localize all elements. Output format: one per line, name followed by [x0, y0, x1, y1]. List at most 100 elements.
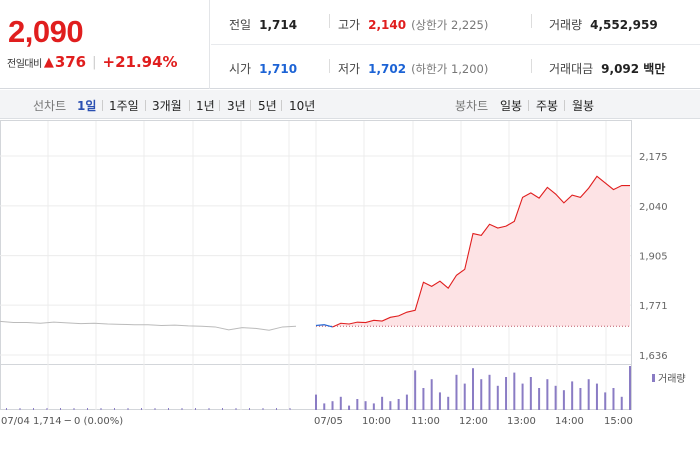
volume-bar-prev — [235, 408, 237, 410]
candle-chart-label: 봉차트 — [455, 99, 489, 113]
volume-bar — [472, 368, 474, 410]
volume-bar — [397, 399, 400, 410]
amount-cell: 거래대금 9,092 백만 — [549, 60, 665, 77]
volume-bar — [620, 396, 623, 410]
open-value: 1,710 — [259, 62, 298, 76]
volume-bar — [405, 394, 408, 410]
volume-bar — [538, 388, 541, 410]
volume-bar-prev — [195, 408, 196, 410]
candle-tab-weekly[interactable]: 주봉 — [536, 99, 559, 113]
chart-toolbar: 선차트 1일 1주일 3개월 1년 3년 5년 10년 봉차트 일봉 주봉 월봉 — [0, 90, 700, 119]
volume-bar — [546, 379, 549, 410]
volume-bar-prev — [100, 408, 102, 410]
change-label: 전일대비 — [7, 58, 42, 70]
volume-bar — [438, 392, 441, 410]
open-cell: 시가 1,710 — [229, 60, 297, 77]
toolbar-divider — [189, 100, 190, 111]
x-tick-label: 15:00 — [604, 416, 633, 427]
volume-bar — [463, 383, 466, 410]
volume-bar — [529, 377, 532, 410]
volume-bar — [315, 394, 317, 410]
volume-value: 4,552,959 — [590, 18, 658, 32]
line-chart-label: 선차트 — [33, 99, 67, 113]
toolbar-divider — [564, 100, 565, 111]
volume-bar — [339, 396, 342, 410]
volume-bar — [430, 379, 433, 410]
lower-limit-text: (하한가 1,200) — [411, 62, 489, 76]
period-tab-10y[interactable]: 10년 — [289, 99, 316, 113]
volume-bar-prev — [127, 408, 129, 410]
volume-bar-prev — [249, 408, 250, 410]
volume-bar-prev — [276, 408, 277, 410]
change-value: 376 — [54, 53, 87, 71]
volume-label: 거래량 — [549, 18, 583, 32]
volume-bar — [496, 385, 499, 410]
volume-bar-prev — [222, 408, 223, 410]
volume-bar-prev — [87, 408, 88, 410]
prev-day-caption: 07/04 1,714 ─ 0 (0.00%) — [1, 416, 123, 427]
period-tab-1d[interactable]: 1일 — [77, 99, 97, 113]
toolbar-divider — [281, 100, 282, 111]
volume-bar-prev — [208, 408, 210, 410]
period-tab-3m[interactable]: 3개월 — [152, 99, 182, 113]
prev-close-label: 전일 — [229, 18, 252, 32]
volume-bar-prev — [262, 408, 264, 410]
volume-bar — [571, 381, 574, 410]
x-tick-label: 13:00 — [507, 416, 536, 427]
volume-bar — [505, 377, 508, 410]
period-tab-3y[interactable]: 3년 — [227, 99, 246, 113]
toolbar-divider — [219, 100, 220, 111]
volume-bar — [488, 374, 491, 410]
x-tick-label: 07/05 — [314, 416, 343, 427]
y-tick-label: 1,905 — [639, 252, 668, 263]
volume-bar — [587, 379, 590, 410]
volume-bar — [513, 372, 516, 410]
volume-bar — [579, 388, 582, 410]
toolbar-divider — [145, 100, 146, 111]
series-line-prev-day — [0, 320, 297, 331]
y-tick-label: 2,175 — [639, 152, 668, 163]
volume-bar-prev — [141, 408, 142, 410]
toolbar-divider — [250, 100, 251, 111]
volume-bar — [612, 388, 615, 410]
candle-tab-monthly[interactable]: 월봉 — [572, 99, 595, 113]
volume-bar — [455, 374, 458, 410]
volume-bar-prev — [168, 408, 169, 410]
period-tab-1y[interactable]: 1년 — [196, 99, 215, 113]
upper-limit-text: (상한가 2,225) — [411, 18, 489, 32]
volume-bar-prev — [114, 408, 115, 410]
summary-divider — [531, 59, 532, 73]
candle-tab-daily[interactable]: 일봉 — [500, 99, 523, 113]
period-tab-5y[interactable]: 5년 — [258, 99, 277, 113]
summary-divider — [531, 14, 532, 28]
volume-bar — [480, 379, 483, 410]
volume-bar — [629, 366, 631, 410]
x-tick-label: 12:00 — [459, 416, 488, 427]
x-tick-label: 10:00 — [362, 416, 391, 427]
period-tab-1w[interactable]: 1주일 — [109, 99, 139, 113]
prev-close-value: 1,714 — [259, 18, 298, 32]
volume-bar — [389, 401, 392, 410]
volume-bar-prev — [73, 408, 75, 410]
price-chart-svg: 2,175 2,040 1,905 1,771 1,636 07/05 10:00 11:00… — [0, 120, 686, 427]
volume-bar — [381, 396, 384, 410]
price-chart[interactable]: 2,175 2,040 1,905 1,771 1,636 07/05 10:00 11:00… — [0, 120, 700, 450]
volume-bar-prev — [6, 408, 7, 410]
high-cell: 고가 2,140 (상한가 2,225) — [338, 16, 488, 33]
series-line-today — [332, 175, 630, 328]
summary-divider — [329, 14, 330, 28]
quote-header: 2,090 전일대비 ▲ 376 | +21.94% 전일 1,714 고가 2… — [0, 0, 700, 89]
summary-divider — [329, 59, 330, 73]
amount-label: 거래대금 — [549, 62, 594, 76]
volume-bar-prev — [19, 408, 21, 410]
volume-bar-prev — [33, 408, 34, 410]
y-tick-label: 1,771 — [639, 301, 668, 312]
volume-bar — [422, 388, 425, 410]
volume-bar — [554, 385, 557, 410]
volume-bar-prev — [181, 408, 183, 410]
change-divider: | — [92, 54, 97, 70]
toolbar-divider — [102, 100, 103, 111]
change-percent: +21.94% — [102, 53, 178, 71]
x-tick-label: 14:00 — [555, 416, 584, 427]
volume-bar — [562, 390, 565, 410]
